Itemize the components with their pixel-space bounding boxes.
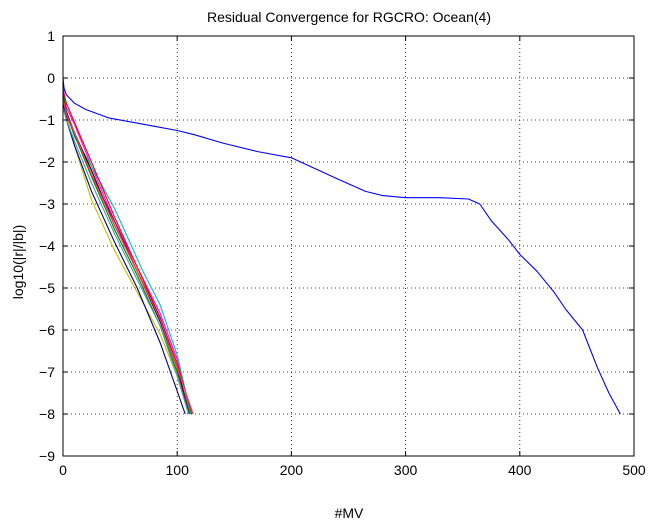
x-tick-label: 100 [166, 462, 190, 478]
y-tick-label: −8 [39, 406, 55, 422]
y-axis-label: log10(|r|/|b|) [10, 225, 26, 299]
y-tick-label: −7 [39, 364, 55, 380]
y-tick-label: −3 [39, 196, 55, 212]
series-line-9 [62, 107, 190, 415]
x-tick-label: 300 [394, 462, 418, 478]
y-tick-label: −4 [39, 238, 55, 254]
y-tick-label: −9 [39, 448, 55, 464]
y-tick-label: 1 [47, 28, 55, 44]
x-tick-label: 200 [280, 462, 304, 478]
x-tick-label: 400 [508, 462, 532, 478]
ticks: 0 100 200 300 400 500 1 0 −1 −2 −3 −4 −5 −6 −7 −8 −9 [39, 28, 646, 478]
y-tick-label: −6 [39, 322, 55, 338]
series-line-5 [62, 90, 193, 415]
y-tick-label: −5 [39, 280, 55, 296]
series-group [62, 77, 621, 415]
x-tick-label: 0 [59, 462, 67, 478]
y-tick-label: −1 [39, 112, 55, 128]
x-tick-label: 500 [622, 462, 646, 478]
series-line-0 [62, 77, 621, 415]
chart-title: Residual Convergence for RGCRO: Ocean(4) [207, 9, 491, 25]
series-line-10 [62, 98, 194, 415]
y-tick-label: −2 [39, 154, 55, 170]
y-tick-label: 0 [47, 70, 55, 86]
x-axis-label: #MV [335, 505, 364, 521]
